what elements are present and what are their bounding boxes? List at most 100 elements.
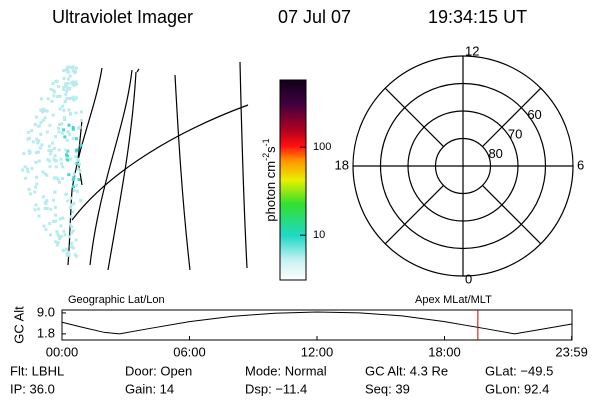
info-field: Dsp: −11.4 (245, 381, 307, 396)
lat-label: 60 (527, 107, 541, 122)
emission-pixel (37, 124, 41, 128)
emission-pixel (56, 126, 60, 130)
emission-pixel (61, 216, 65, 220)
emission-pixel (34, 151, 38, 155)
emission-pixel (67, 123, 71, 127)
emission-pixel (52, 90, 56, 94)
info-field: IP: 36.0 (10, 381, 55, 396)
emission-pixel (71, 127, 75, 131)
emission-pixel (56, 232, 60, 236)
emission-pixel (52, 176, 56, 180)
emission-pixel (61, 165, 65, 169)
right-label: Apex MLat/MLT (415, 294, 492, 306)
mlt-label: 0 (465, 271, 472, 286)
emission-pixel (55, 230, 59, 234)
emission-pixel (68, 112, 72, 116)
emission-pixel (72, 98, 76, 102)
emission-pixel (48, 165, 52, 169)
emission-pixel (78, 125, 82, 129)
emission-pixel (28, 136, 32, 140)
emission-pixel (34, 203, 38, 207)
emission-pixel (71, 65, 75, 69)
colorbar-label-part: photon cm (263, 161, 278, 222)
emission-pixel (36, 150, 40, 154)
emission-pixel (38, 146, 42, 150)
emission-pixel (66, 67, 70, 71)
emission-pixel (52, 146, 56, 150)
emission-pixel (46, 97, 50, 101)
lat-label: 70 (508, 127, 522, 142)
emission-pixel (49, 207, 53, 211)
mlt-line (482, 87, 542, 147)
emission-pixel (67, 253, 71, 257)
emission-pixel (63, 115, 67, 119)
emission-pixel (73, 71, 77, 75)
colorbar-tick-label: 10 (313, 229, 325, 241)
x-tick-label: 23:59 (555, 344, 588, 359)
emission-pixel (76, 157, 80, 161)
info-field: Flt: LBHL (10, 363, 64, 378)
emission-pixel (69, 157, 73, 161)
emission-pixel (74, 111, 78, 115)
emission-pixel (77, 162, 81, 166)
emission-pixel (65, 247, 69, 251)
emission-pixel (33, 208, 37, 212)
emission-pixel (66, 149, 70, 153)
emission-pixel (37, 214, 41, 218)
colorbar-label-part: -1 (261, 138, 271, 146)
emission-pixel (66, 81, 70, 85)
emission-pixel (26, 170, 30, 174)
emission-pixel (45, 130, 49, 134)
emission-pixel (62, 128, 66, 132)
x-tick-label: 18:00 (428, 344, 461, 359)
emission-pixel (75, 161, 79, 165)
geo-grid (67, 61, 249, 271)
emission-pixel (51, 88, 55, 92)
emission-pixel (65, 252, 69, 256)
emission-pixel (70, 231, 74, 235)
emission-pixel (64, 99, 68, 103)
emission-pixel (26, 130, 30, 134)
emission-pixel (23, 165, 27, 169)
colorbar-label-part: s (263, 146, 278, 153)
emission-pixel (69, 215, 73, 219)
emission-pixel (64, 84, 68, 88)
emission-pixel (70, 241, 74, 245)
emission-pixel (62, 108, 66, 112)
emission-pixel (73, 80, 77, 84)
emission-pixel (68, 206, 72, 210)
emission-pixel (60, 131, 64, 135)
emission-pixel (79, 110, 83, 114)
emission-pixel (72, 189, 76, 193)
emission-pixel (46, 158, 50, 162)
emission-pixel (62, 69, 66, 73)
emission-pixel (58, 180, 62, 184)
emission-pixel (61, 248, 65, 252)
mlt-label: 12 (465, 43, 479, 58)
emission-pixel (72, 202, 76, 206)
emission-pixel (52, 157, 56, 161)
emission-pixel (77, 178, 81, 182)
emission-pixel (60, 161, 64, 165)
emission-pixel (40, 97, 44, 101)
emission-pixel (70, 203, 74, 207)
info-field: Door: Open (125, 363, 192, 378)
emission-pixel (66, 86, 70, 90)
emission-pixel (57, 122, 61, 126)
emission-pixel (51, 141, 55, 145)
emission-pixel (53, 135, 57, 139)
emission-pixel (26, 137, 30, 141)
colorbar-tick-label: 100 (313, 141, 331, 153)
emission-pixel (79, 143, 83, 147)
emission-pixel (54, 213, 58, 217)
emission-pixel (63, 135, 67, 139)
emission-pixel (45, 109, 49, 113)
emission-pixel (37, 159, 41, 163)
emission-pixel (37, 207, 41, 211)
emission-pixel (29, 192, 33, 196)
emission-pixel (64, 92, 68, 96)
emission-pixel (72, 176, 76, 180)
emission-pixel (78, 170, 82, 174)
emission-pixel (73, 253, 77, 257)
